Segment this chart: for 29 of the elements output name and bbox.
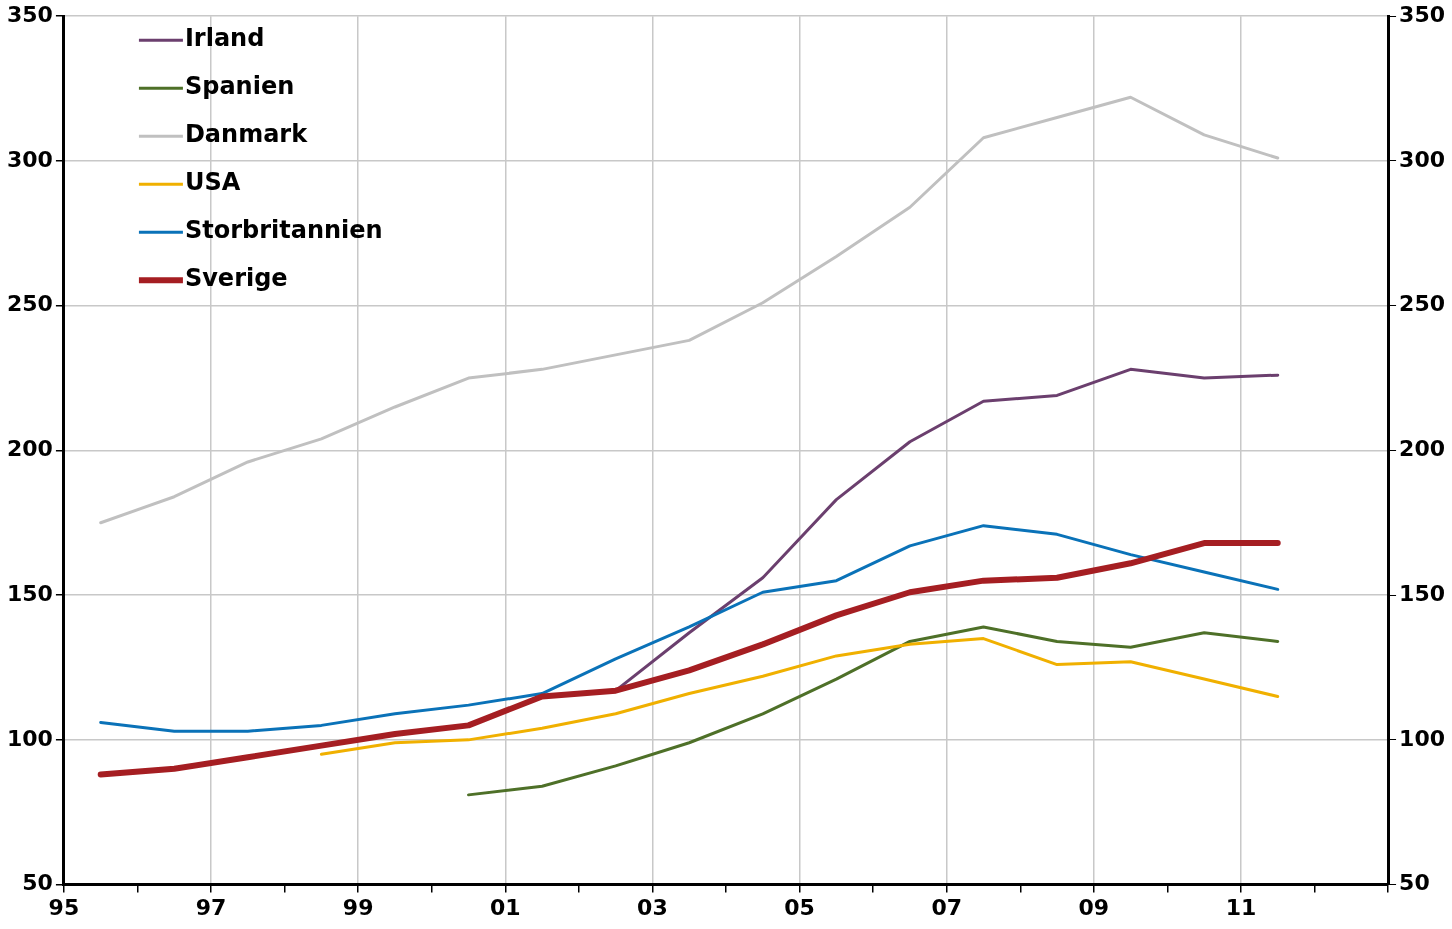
x-tick-label: 07 (931, 894, 962, 920)
y2-tick-label: 50 (22, 870, 53, 896)
y2-tick-label: 150 (6, 580, 53, 606)
y-tick-label: 50 (1399, 870, 1430, 896)
y-tick-label: 150 (1399, 580, 1446, 606)
legend-label: USA (184, 168, 241, 197)
y2-tick-label: 350 (6, 1, 53, 27)
y-tick-label: 250 (1399, 291, 1446, 317)
y-tick-label: 200 (1399, 436, 1446, 462)
legend-label: Irland (184, 24, 265, 53)
y2-tick-label: 200 (6, 436, 53, 462)
legend-label: Sverige (184, 264, 288, 293)
y-tick-label: 300 (1399, 146, 1446, 172)
x-tick-label: 09 (1078, 894, 1110, 920)
x-tick-label: 03 (637, 894, 668, 920)
y2-tick-label: 250 (6, 291, 53, 317)
x-tick-label: 11 (1225, 894, 1257, 920)
legend-label: Danmark (184, 120, 309, 149)
x-tick-label: 97 (195, 894, 227, 920)
legend-label: Spanien (184, 72, 295, 101)
legend-label: Storbritannien (184, 216, 383, 245)
y-tick-label: 350 (1399, 1, 1446, 27)
x-tick-label: 01 (490, 894, 521, 920)
y-tick-label: 100 (1399, 725, 1446, 751)
x-tick-label: 99 (342, 894, 374, 920)
y2-tick-label: 300 (6, 146, 53, 172)
x-tick-label: 05 (784, 894, 815, 920)
y2-tick-label: 100 (6, 725, 53, 751)
x-tick-label: 95 (48, 894, 80, 920)
